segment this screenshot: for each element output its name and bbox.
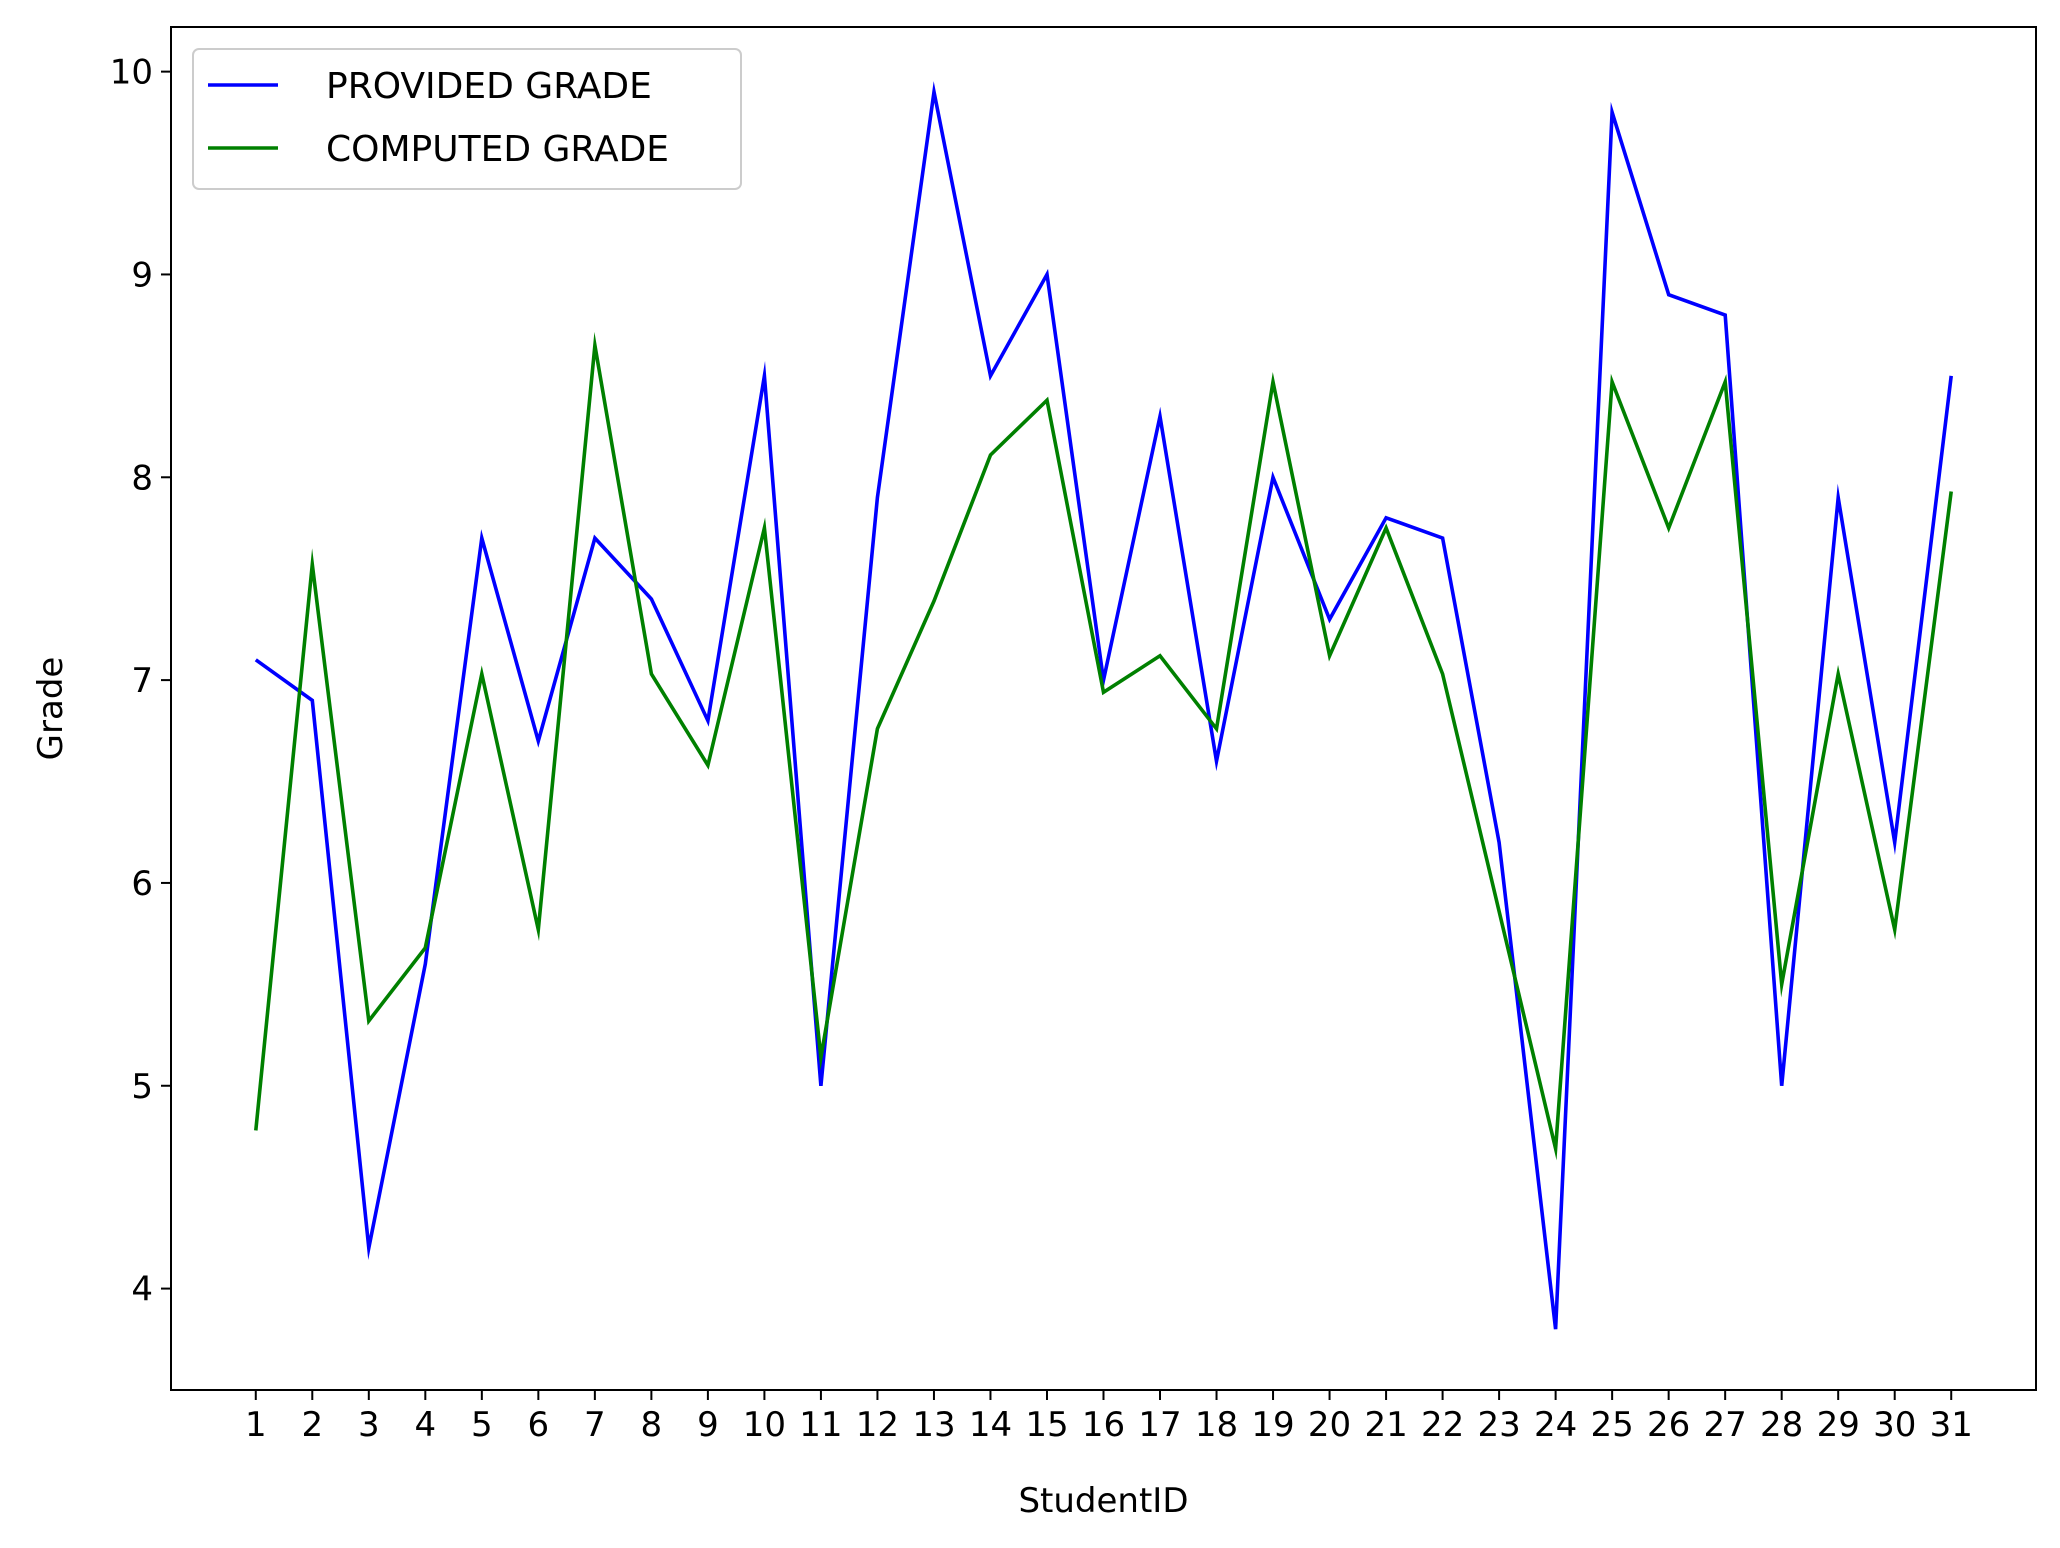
x-tick-label: 7 bbox=[584, 1405, 606, 1445]
x-tick-label: 31 bbox=[1930, 1405, 1973, 1445]
y-tick-label: 5 bbox=[131, 1067, 153, 1107]
y-tick-label: 9 bbox=[131, 255, 153, 295]
x-tick-label: 2 bbox=[301, 1405, 323, 1445]
x-tick-label: 9 bbox=[697, 1405, 719, 1445]
x-tick-label: 19 bbox=[1251, 1405, 1294, 1445]
x-tick-label: 16 bbox=[1082, 1405, 1125, 1445]
y-axis-ticks: 4 5 6 7 8 9 10 bbox=[110, 53, 171, 1310]
y-tick-label: 10 bbox=[110, 53, 153, 93]
x-tick-label: 10 bbox=[743, 1405, 786, 1445]
legend: PROVIDED GRADE COMPUTED GRADE bbox=[192, 48, 742, 190]
x-tick-label: 29 bbox=[1817, 1405, 1860, 1445]
x-tick-label: 22 bbox=[1421, 1405, 1464, 1445]
x-tick-label: 25 bbox=[1591, 1405, 1634, 1445]
x-tick-label: 11 bbox=[799, 1405, 842, 1445]
x-tick-label: 20 bbox=[1308, 1405, 1351, 1445]
y-axis-label: Grade bbox=[31, 657, 71, 761]
y-tick-label: 4 bbox=[131, 1270, 153, 1310]
x-tick-label: 23 bbox=[1477, 1405, 1520, 1445]
x-tick-label: 21 bbox=[1364, 1405, 1407, 1445]
x-tick-label: 8 bbox=[641, 1405, 663, 1445]
legend-label-2: COMPUTED GRADE bbox=[326, 129, 669, 170]
x-tick-label: 24 bbox=[1534, 1405, 1577, 1445]
plot-area bbox=[171, 27, 2036, 1390]
x-tick-label: 4 bbox=[414, 1405, 436, 1445]
x-tick-label: 27 bbox=[1704, 1405, 1747, 1445]
x-tick-label: 5 bbox=[471, 1405, 493, 1445]
x-axis-ticks: 1 2 3 4 5 6 7 8 9 10 11 12 13 14 15 16 17 18 19 20 21 22 23 24 2… bbox=[245, 1390, 1973, 1445]
legend-label-1: PROVIDED GRADE bbox=[326, 66, 652, 107]
x-tick-label: 15 bbox=[1025, 1405, 1068, 1445]
legend-box bbox=[192, 48, 742, 190]
x-tick-label: 6 bbox=[528, 1405, 550, 1445]
series-line-1 bbox=[254, 81, 1953, 1330]
x-tick-label: 13 bbox=[912, 1405, 955, 1445]
x-tick-label: 1 bbox=[245, 1405, 267, 1445]
x-axis-label: StudentID bbox=[1018, 1481, 1188, 1521]
x-tick-label: 14 bbox=[969, 1405, 1012, 1445]
x-tick-label: 30 bbox=[1873, 1405, 1916, 1445]
series-line-2 bbox=[254, 331, 1953, 1161]
x-tick-label: 18 bbox=[1195, 1405, 1238, 1445]
x-tick-label: 12 bbox=[856, 1405, 899, 1445]
y-tick-label: 7 bbox=[131, 661, 153, 701]
series-layer bbox=[254, 81, 1953, 1330]
x-tick-label: 26 bbox=[1647, 1405, 1690, 1445]
y-tick-label: 8 bbox=[131, 458, 153, 498]
x-tick-label: 28 bbox=[1760, 1405, 1803, 1445]
y-tick-label: 6 bbox=[131, 864, 153, 904]
x-tick-label: 17 bbox=[1138, 1405, 1181, 1445]
x-tick-label: 3 bbox=[358, 1405, 380, 1445]
